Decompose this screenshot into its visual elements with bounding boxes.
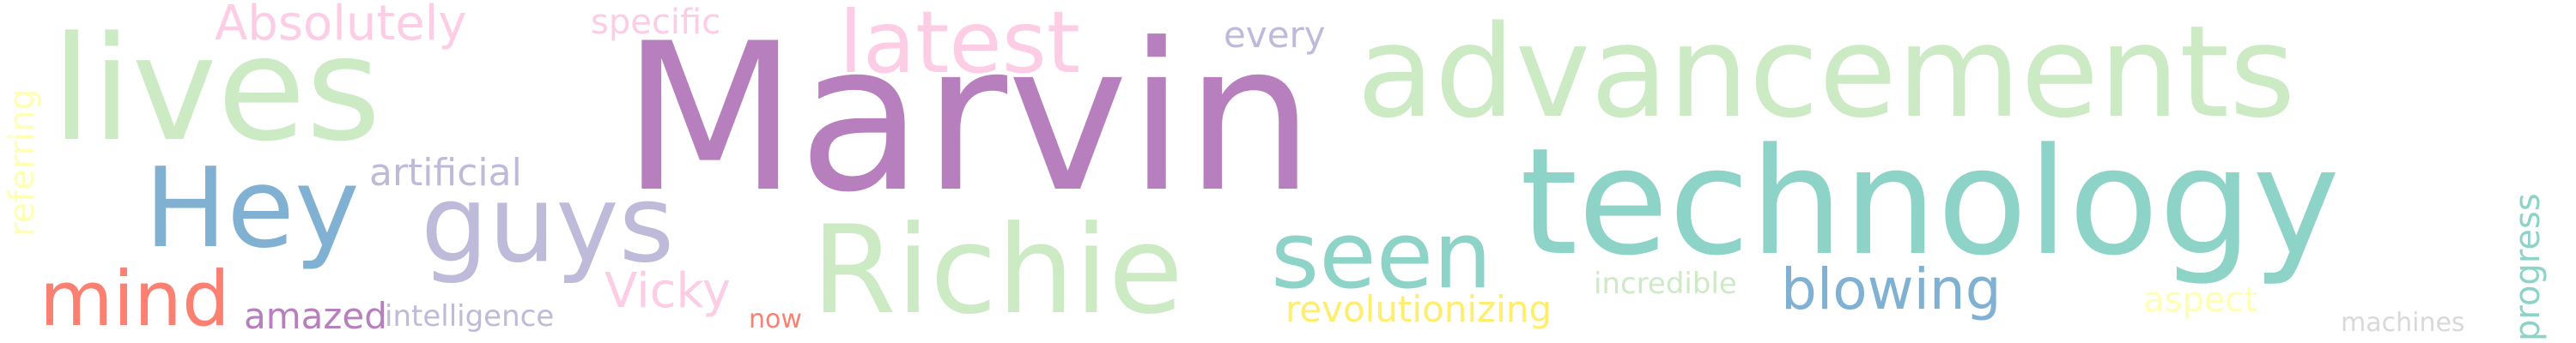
word-guys: guys [421,163,675,286]
word-referring: referring [3,88,42,237]
word-lives: lives [52,5,381,173]
word-machines: machines [2341,308,2465,338]
word-amazed: amazed [244,295,387,337]
word-marvin: Marvin [622,0,1315,238]
word-advancements: advancements [1357,0,2296,146]
word-progress: progress [2508,193,2548,341]
word-artificial: artificial [369,151,522,195]
word-intelligence: intelligence [385,299,555,334]
word-every: every [1224,14,1326,56]
word-incredible: incredible [1594,267,1737,301]
word-absolutely: Absolutely [215,0,467,51]
word-seen: seen [1271,202,1492,310]
word-technology: technology [1520,116,2341,288]
word-aspect: aspect [2143,280,2258,320]
word-mind: mind [39,255,230,343]
word-now: now [749,304,802,334]
word-richie: Richie [811,200,1184,341]
word-latest: latest [839,0,1081,93]
word-blowing: blowing [1781,256,2002,322]
word-hey: Hey [144,145,360,273]
word-specific: specific [591,3,721,42]
word-revolutionizing: revolutionizing [1285,288,1552,330]
word-vicky: Vicky [605,263,731,319]
